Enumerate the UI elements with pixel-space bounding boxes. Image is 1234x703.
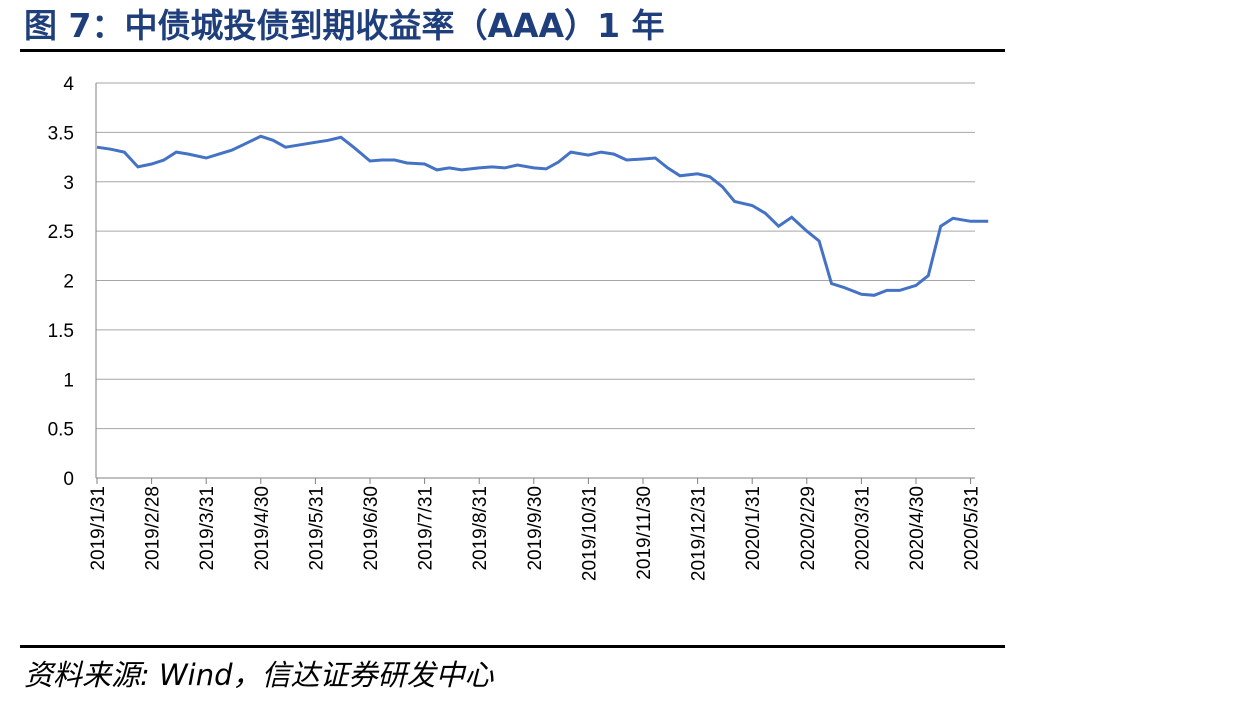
y-tick-label: 1.5 [48, 321, 74, 342]
source-note: 资料来源: Wind，信达证券研发中心 [24, 658, 494, 692]
x-tick-label: 2020/1/31 [743, 486, 764, 571]
x-tick-label: 2019/4/30 [252, 486, 273, 571]
figure-title: 图 7：中债城投债到期收益率（AAA）1 年 [24, 6, 665, 45]
series-line-yield [96, 134, 989, 297]
x-tick-label: 2019/3/31 [197, 486, 218, 571]
x-tick-label: 2019/7/31 [416, 486, 437, 571]
x-tick-label: 2019/9/30 [525, 486, 546, 571]
y-tick-label: 0 [63, 469, 74, 490]
y-tick-label: 4 [63, 74, 74, 95]
x-tick-label: 2019/8/31 [470, 486, 491, 571]
x-tick-label: 2020/2/29 [798, 486, 819, 571]
y-tick-label: 2 [63, 272, 74, 293]
x-tick-label: 2019/12/31 [689, 486, 710, 581]
y-tick-label: 3 [63, 173, 74, 194]
x-tick-label: 2019/6/30 [361, 486, 382, 571]
y-tick-label: 2.5 [48, 222, 74, 243]
x-tick-label: 2019/10/31 [579, 486, 600, 581]
y-tick-label: 1 [63, 370, 74, 391]
top-rule [20, 49, 1005, 52]
x-tick-label: 2020/4/30 [907, 486, 928, 571]
x-axis-labels: 2019/1/31 2019/2/28 2019/3/31 2019/4/30 2019… [88, 478, 983, 581]
x-tick-label: 2020/5/31 [962, 486, 983, 571]
bottom-rule [20, 645, 1005, 648]
x-tick-label: 2019/1/31 [88, 486, 109, 571]
x-tick-label: 2020/3/31 [852, 486, 873, 571]
y-tick-label: 0.5 [48, 420, 74, 441]
grid-lines [96, 82, 975, 479]
x-tick-label: 2019/5/31 [306, 486, 327, 571]
y-axis-labels: 0 0.5 1 1.5 2 2.5 3 3.5 4 [48, 74, 75, 490]
x-tick-label: 2019/2/28 [143, 486, 164, 571]
x-tick-label: 2019/11/30 [634, 486, 655, 580]
y-tick-label: 3.5 [48, 123, 74, 144]
